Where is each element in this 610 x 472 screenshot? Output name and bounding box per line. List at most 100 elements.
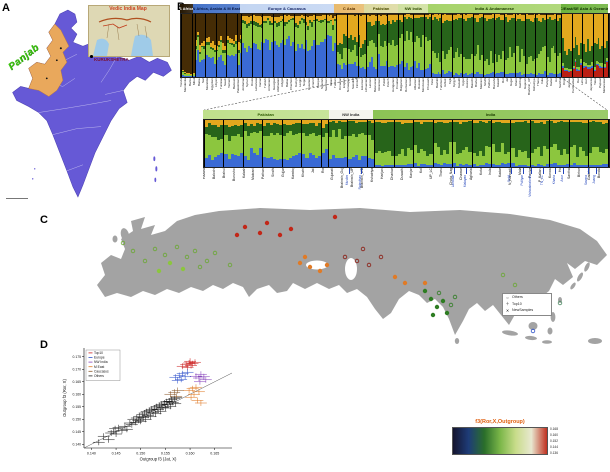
admixture-bar	[295, 120, 299, 167]
ancestry-segment-gold	[550, 15, 553, 20]
ancestry-segment-dgreen	[305, 124, 309, 136]
ancestry-segment-lgreen	[420, 148, 424, 164]
ancestry-segment-dgreen	[289, 124, 293, 132]
ancestry-segment-gold	[506, 14, 509, 23]
ancestry-segment-gold	[298, 120, 302, 124]
ancestry-segment-lgreen	[189, 75, 192, 77]
ancestry-segment-blue	[442, 70, 445, 77]
ancestry-segment-lgreen	[459, 153, 463, 165]
ancestry-segment-gold	[220, 120, 224, 126]
scatter-point-nw-india	[193, 375, 205, 381]
admixture-bar	[234, 14, 237, 77]
ancestry-segment-dgreen	[324, 123, 328, 133]
ancestry-segment-blue	[543, 70, 546, 77]
ancestry-segment-blue	[454, 72, 457, 77]
ancestry-segment-blue	[286, 39, 289, 77]
admixture-group	[431, 14, 563, 77]
ancestry-segment-lgreen	[397, 154, 401, 166]
ancestry-segment-blue	[548, 72, 551, 77]
ancestry-segment-dgreen	[487, 121, 491, 148]
panel-a-label: A	[2, 2, 10, 14]
ancestry-segment-afr	[334, 14, 337, 16]
admixture-bar	[452, 120, 457, 167]
ancestry-segment-dgreen	[205, 126, 209, 134]
ancestry-segment-gold	[371, 120, 375, 123]
ancestry-segment-dgreen	[349, 35, 352, 52]
ancestry-segment-dgreen	[498, 16, 501, 56]
ancestry-segment-blue	[335, 158, 339, 167]
legend-label: Top10	[512, 301, 522, 306]
inset-sea-west	[93, 38, 109, 56]
ancestry-segment-gold	[363, 120, 368, 122]
ancestry-segment-gold	[266, 120, 270, 124]
admixture-bar	[585, 14, 588, 77]
ancestry-segment-afr	[500, 14, 503, 15]
ancestry-segment-blue	[403, 67, 406, 77]
colorbar-tick-label: 0.160	[550, 433, 558, 437]
ancestry-segment-lgreen	[316, 21, 318, 45]
ancestry-segment-gold	[256, 16, 259, 23]
ancestry-segment-gold	[396, 15, 398, 20]
ancestry-segment-blue	[323, 39, 326, 77]
scatter-legend-label: M East	[94, 365, 104, 369]
admixture-bar	[232, 14, 235, 77]
ancestry-segment-lgreen	[479, 59, 482, 75]
ancestry-segment-gold	[533, 14, 536, 19]
admixture-bar	[325, 14, 329, 77]
ancestry-segment-lgreen	[378, 150, 382, 166]
admixture-bar	[230, 14, 233, 77]
ancestry-segment-afr	[182, 14, 184, 70]
f3-map-point	[212, 250, 218, 256]
ancestry-segment-blue	[265, 38, 268, 77]
ancestry-segment-gold	[562, 14, 565, 38]
ancestry-segment-blue	[211, 160, 215, 167]
scatter-point-top10	[184, 358, 196, 365]
ancestry-segment-blue	[470, 73, 473, 77]
ancestry-segment-lgreen	[342, 48, 345, 64]
admixture-bar	[490, 120, 496, 167]
ancestry-segment-gold	[246, 16, 249, 25]
ancestry-segment-gold	[224, 45, 227, 50]
ancestry-segment-lgreen	[273, 23, 276, 41]
f3-map-point	[436, 290, 442, 296]
ancestry-segment-dgreen	[253, 125, 257, 132]
ancestry-segment-lgreen	[473, 55, 476, 75]
ancestry-segment-blue	[230, 154, 234, 167]
ancestry-segment-lgreen	[328, 136, 332, 160]
ancestry-segment-dgreen	[465, 121, 469, 147]
ancestry-segment-dgreen	[379, 24, 382, 47]
ancestry-segment-lgreen	[275, 26, 278, 45]
f3-map-point	[402, 280, 408, 286]
ancestry-segment-lgreen	[355, 56, 358, 67]
ancestry-segment-dgreen	[374, 21, 377, 47]
ancestry-segment-afr	[281, 14, 284, 16]
ancestry-segment-gold	[578, 14, 581, 56]
ancestry-segment-lgreen	[533, 149, 538, 166]
scatter-point-m-east	[186, 385, 199, 392]
ancestry-segment-dgreen	[339, 43, 342, 54]
scale-bar	[6, 196, 28, 199]
ancestry-segment-gold	[416, 14, 419, 18]
ancestry-segment-blue	[227, 159, 231, 167]
ancestry-segment-dgreen	[569, 51, 572, 70]
admixture-group	[328, 120, 376, 167]
scatter-point-nw-india	[197, 373, 210, 380]
ancestry-segment-dgreen	[220, 39, 223, 43]
ancestry-segment-red	[580, 64, 583, 77]
admixture-bar	[283, 14, 287, 77]
ancestry-segment-lgreen	[195, 48, 198, 60]
ancestry-segment-gold	[449, 14, 452, 21]
ancestry-segment-dgreen	[344, 36, 347, 48]
ancestry-segment-lgreen	[319, 22, 322, 43]
arrow-population-label: TN_LC	[539, 175, 544, 186]
ancestry-segment-gold	[519, 14, 522, 20]
ancestry-segment-gold	[417, 120, 421, 122]
ancestry-segment-gold	[494, 14, 497, 21]
ancestry-segment-blue	[405, 63, 408, 77]
ancestry-segment-gold	[341, 120, 345, 122]
ancestry-segment-lgreen	[275, 132, 279, 160]
header-segment: Pakistan	[203, 110, 329, 119]
ancestry-segment-gold	[265, 16, 268, 21]
ancestry-segment-afr	[369, 14, 372, 16]
admixture-bar	[397, 14, 401, 77]
